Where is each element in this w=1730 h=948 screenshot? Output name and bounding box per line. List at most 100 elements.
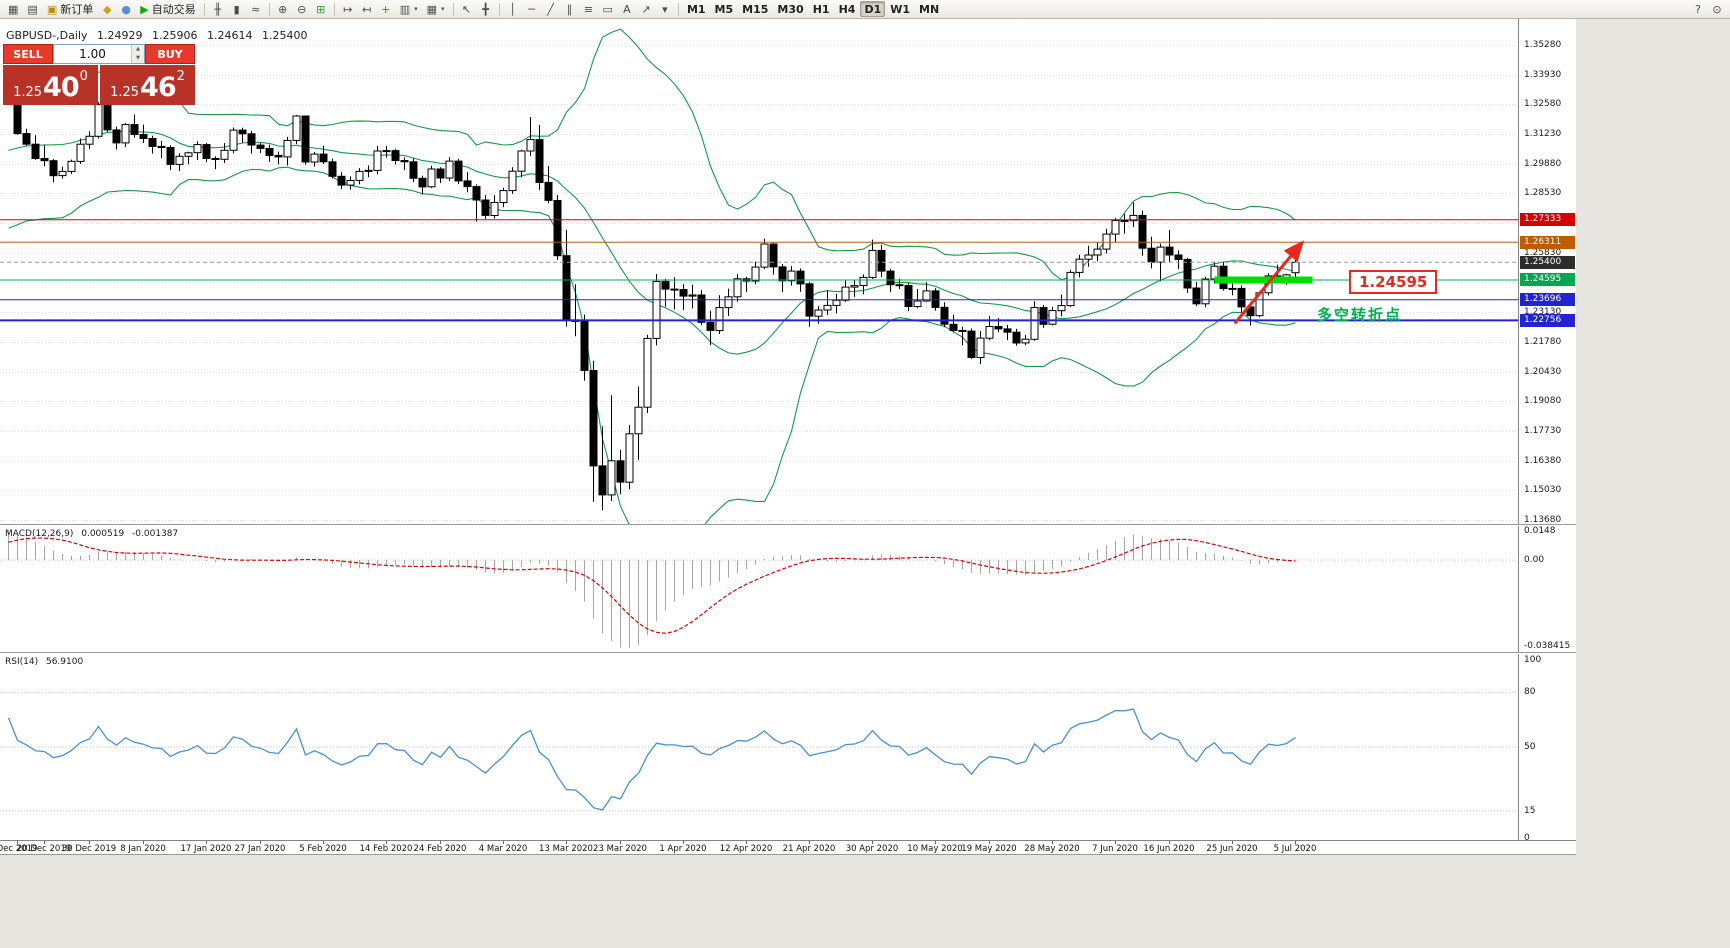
new-order-button[interactable]: ▣ 新订单 xyxy=(43,1,97,17)
buy-price-sup: 2 xyxy=(176,69,185,84)
timeframe-m15-button[interactable]: M15 xyxy=(738,1,772,17)
new-chart-button[interactable]: ▦ xyxy=(4,1,22,17)
macd-name: MACD(12,26,9) xyxy=(5,529,74,539)
trend-arrow[interactable] xyxy=(1233,240,1305,325)
channel-button[interactable]: ∥ xyxy=(561,1,579,17)
text-button[interactable]: A xyxy=(618,1,636,17)
vertical-line-button[interactable]: │ xyxy=(504,1,522,17)
date-tick xyxy=(260,841,261,844)
macd-axis-label: -0.038415 xyxy=(1524,641,1571,651)
buy-button[interactable]: BUY xyxy=(145,44,195,64)
arrows-icon: ↗ xyxy=(641,2,651,16)
options-icon: ● xyxy=(121,2,132,16)
horizontal-line-button[interactable]: ─ xyxy=(523,1,541,17)
timeframe-m5-button-label: M5 xyxy=(714,2,734,16)
chart-open: 1.24929 xyxy=(97,29,143,42)
date-tick xyxy=(746,841,747,844)
periods-dropdown[interactable]: ▥ ▾ xyxy=(396,1,422,17)
rsi-pane[interactable] xyxy=(0,654,1518,840)
profiles-button[interactable]: ▤ xyxy=(23,1,41,17)
timeframe-m5-button[interactable]: M5 xyxy=(711,1,738,17)
volume-input[interactable] xyxy=(54,45,131,63)
chart-shift-button[interactable]: ↤ xyxy=(358,1,376,17)
timeframe-m1-button[interactable]: M1 xyxy=(683,1,710,17)
price-tag: 1.23696 xyxy=(1520,293,1575,307)
timeframe-mn-button-label: MN xyxy=(919,2,940,16)
date-label: 13 Mar 2020 xyxy=(539,844,593,854)
tile-windows-icon: ⊞ xyxy=(316,2,326,16)
toolbar-separator xyxy=(677,2,679,16)
buy-price-panel[interactable]: 1.25 46 2 xyxy=(100,65,195,105)
templates-dropdown[interactable]: ▦ ▾ xyxy=(423,1,449,17)
autotrading-button[interactable]: ▶ 自动交易 xyxy=(136,1,199,17)
sell-price-panel[interactable]: 1.25 40 0 xyxy=(3,65,98,105)
price-tag: 1.22756 xyxy=(1520,313,1575,327)
pane-divider-macd[interactable] xyxy=(0,524,1576,526)
line-chart-button[interactable]: ≈ xyxy=(247,1,265,17)
price-axis-label: 1.23130 xyxy=(1524,307,1562,318)
rsi-axis-label: 0 xyxy=(1524,833,1530,843)
price-callout[interactable]: 1.24595 xyxy=(1349,270,1438,294)
profiles-icon: ▤ xyxy=(27,2,38,16)
timeframe-w1-button[interactable]: W1 xyxy=(886,1,914,17)
macd-signal-value: -0.001387 xyxy=(132,529,179,539)
support-zone[interactable] xyxy=(1214,276,1313,284)
date-tick xyxy=(143,841,144,844)
auto-scroll-button[interactable]: ↦ xyxy=(339,1,357,17)
volume-up-button[interactable]: ▲ xyxy=(132,45,144,54)
trendline-button[interactable]: ╱ xyxy=(542,1,560,17)
timeframe-d1-button[interactable]: D1 xyxy=(860,1,886,17)
timeframe-mn-button[interactable]: MN xyxy=(915,1,943,17)
autotrading-button-label: 自动交易 xyxy=(151,3,196,16)
tile-windows-button[interactable]: ⊞ xyxy=(312,1,330,17)
timeframe-m30-button[interactable]: M30 xyxy=(773,1,807,17)
crosshair-button[interactable]: ╋ xyxy=(477,1,495,17)
sell-button[interactable]: SELL xyxy=(3,44,53,64)
chart-shift-icon: ↤ xyxy=(362,2,372,16)
date-label: 30 Dec 2019 xyxy=(61,844,117,854)
macd-label: MACD(12,26,9) 0.000519 -0.001387 xyxy=(5,529,183,539)
main-chart[interactable] xyxy=(0,19,1518,524)
candlestick-chart-button[interactable]: ▮ xyxy=(228,1,246,17)
objects-more-button[interactable]: ▾ xyxy=(656,1,674,17)
date-label: 19 May 2020 xyxy=(961,844,1017,854)
timeframe-w1-button-label: W1 xyxy=(890,2,911,16)
help-button[interactable]: ? xyxy=(1689,1,1707,17)
fibonacci-button[interactable]: ≡ xyxy=(580,1,598,17)
zoom-out-button[interactable]: ⊖ xyxy=(293,1,311,17)
options-button[interactable]: ● xyxy=(117,1,135,17)
turning-point-text[interactable]: 多空转折点 xyxy=(1317,306,1403,324)
date-label: 23 Mar 2020 xyxy=(593,844,647,854)
zoom-in-button[interactable]: ⊕ xyxy=(274,1,292,17)
one-click-trading-panel: SELL ▲ ▼ BUY 1.25 40 0 1.25 46 2 xyxy=(3,44,195,105)
search-button[interactable]: ⊙ xyxy=(1708,1,1726,17)
indicators-button[interactable]: + xyxy=(377,1,395,17)
date-tick xyxy=(89,841,90,844)
cursor-button[interactable]: ↖ xyxy=(458,1,476,17)
timeframe-h1-button[interactable]: H1 xyxy=(809,1,834,17)
timeframe-h4-button[interactable]: H4 xyxy=(835,1,860,17)
date-tick xyxy=(1169,841,1170,844)
shapes-button[interactable]: ▭ xyxy=(599,1,617,17)
new-chart-icon: ▦ xyxy=(8,2,19,16)
buy-price-prefix: 1.25 xyxy=(110,85,140,100)
toolbar-separator xyxy=(268,2,270,16)
price-axis[interactable]: 1.35280 1.33930 1.32580 1.31230 1.29880 1.285… xyxy=(1518,19,1576,843)
arrows-button[interactable]: ↗ xyxy=(637,1,655,17)
volume-down-button[interactable]: ▼ xyxy=(132,54,144,63)
bar-chart-button[interactable]: ╫ xyxy=(209,1,227,17)
rsi-name: RSI(14) xyxy=(5,657,39,667)
price-axis-label: 1.15030 xyxy=(1524,485,1562,496)
date-label: 8 Jan 2020 xyxy=(120,844,166,854)
macd-value: 0.000519 xyxy=(81,529,125,539)
date-label: 28 May 2020 xyxy=(1024,844,1080,854)
metaeditor-button[interactable]: ◆ xyxy=(98,1,116,17)
zoom-out-icon: ⊖ xyxy=(297,2,307,16)
shapes-icon: ▭ xyxy=(602,2,613,16)
date-axis[interactable]: Dec 2019 20 Dec 2019 30 Dec 2019 8 Jan 2020… xyxy=(0,840,1576,854)
macd-pane[interactable] xyxy=(0,526,1518,652)
pane-divider-rsi[interactable] xyxy=(0,652,1576,654)
timeframe-m30-button-label: M30 xyxy=(777,2,804,16)
rsi-axis-label: 15 xyxy=(1524,805,1536,816)
candlestick-series xyxy=(4,75,1300,511)
